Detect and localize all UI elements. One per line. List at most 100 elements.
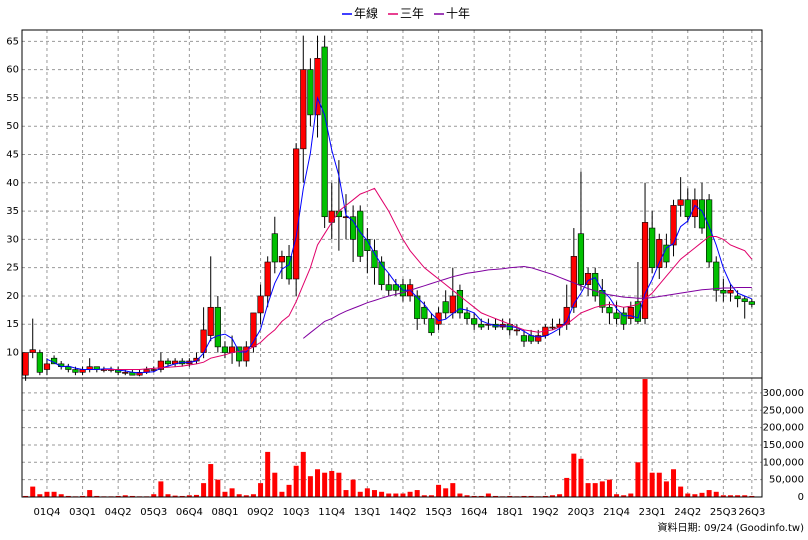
- ma-line: [103, 187, 753, 370]
- legend-label: 十年: [446, 7, 470, 21]
- candle-body: [670, 205, 677, 246]
- candle-body: [65, 366, 72, 370]
- candle-body: [378, 261, 385, 285]
- candle-body: [691, 199, 698, 218]
- volume-bar: [307, 476, 313, 497]
- volume-bar: [272, 472, 278, 497]
- volume-bar: [371, 490, 377, 497]
- volume-bar: [87, 490, 93, 497]
- volume-bar: [250, 494, 256, 497]
- x-tick-label: 16Q4: [461, 507, 488, 518]
- candle-body: [613, 312, 620, 319]
- volume-bar: [122, 495, 128, 497]
- candle-body: [278, 256, 286, 263]
- y2-tick-label: 200,000: [763, 423, 804, 434]
- candle-body: [385, 284, 392, 291]
- volume-bar: [379, 491, 385, 497]
- candle-body: [641, 222, 649, 319]
- volume-bar: [37, 494, 43, 497]
- y-tick-label: 60: [6, 65, 19, 76]
- volume-bar: [692, 494, 698, 497]
- volume-bar: [678, 486, 684, 497]
- volume-bar: [293, 465, 299, 497]
- candle-body: [478, 323, 485, 328]
- candle-body: [520, 335, 528, 342]
- volume-bar: [642, 379, 648, 497]
- candle-body: [677, 199, 684, 206]
- candle-body: [271, 233, 278, 263]
- candle-body: [713, 261, 720, 291]
- candle-body: [706, 199, 713, 263]
- candle-body: [620, 312, 627, 325]
- volume-bar: [44, 491, 50, 497]
- candle-body: [29, 349, 36, 353]
- volume-bar: [414, 490, 420, 497]
- candle-body: [300, 69, 307, 150]
- candle-body: [734, 295, 741, 300]
- volume-bar: [400, 493, 406, 497]
- candle-body: [535, 335, 542, 342]
- candle-body: [264, 261, 271, 297]
- x-tick-label: 13Q1: [354, 507, 381, 518]
- candle-body: [221, 346, 229, 353]
- volume-bar: [557, 494, 563, 497]
- volume-bar: [428, 495, 434, 497]
- y2-tick-label: 150,000: [763, 440, 804, 451]
- volume-bar: [592, 483, 598, 497]
- volume-bar: [628, 493, 634, 497]
- volume-bar: [443, 488, 449, 497]
- candle-body: [442, 301, 449, 314]
- candle-body: [698, 199, 706, 229]
- volume-bar: [158, 481, 164, 497]
- candle-body: [577, 233, 585, 285]
- y2-tick-label: 250,000: [763, 405, 804, 416]
- x-tick-label: 23Q1: [639, 507, 666, 518]
- volume-bar: [357, 491, 363, 497]
- volume-bar: [521, 495, 527, 497]
- plot-frame: [21, 29, 763, 498]
- candle-body: [321, 46, 328, 218]
- candle-body: [36, 352, 43, 373]
- volume-bar: [322, 472, 328, 497]
- volume-bar: [258, 483, 264, 497]
- volume-bar: [507, 495, 513, 497]
- candle-body: [649, 227, 656, 268]
- volume-bar: [243, 495, 249, 497]
- volume-bar: [80, 495, 86, 497]
- volume-bar: [407, 491, 413, 497]
- volume-bar: [599, 481, 605, 497]
- candle-body: [122, 372, 129, 374]
- volume-bar: [727, 495, 733, 497]
- y2-tick-label: 0: [798, 492, 804, 503]
- candle-body: [72, 369, 79, 373]
- x-tick-label: 18Q1: [496, 507, 523, 518]
- x-tick-label: 20Q3: [567, 507, 594, 518]
- volume-bar: [485, 493, 491, 497]
- y2-tick-label: 100,000: [763, 457, 804, 468]
- y2-tick-label: 50,000: [769, 475, 804, 486]
- candle-body: [228, 346, 236, 353]
- volume-bar: [94, 495, 100, 497]
- volume-bar: [649, 472, 655, 497]
- volume-bar: [286, 484, 292, 497]
- volume-bar: [229, 488, 235, 497]
- candle-body: [243, 346, 250, 362]
- volume-bar: [179, 495, 185, 497]
- candle-body: [157, 360, 164, 370]
- candle-body: [136, 372, 143, 376]
- candle-body: [307, 69, 314, 116]
- volume-bar: [564, 477, 570, 497]
- candle-body: [549, 326, 556, 329]
- volume-bar: [471, 495, 477, 497]
- volume-bar: [201, 483, 207, 497]
- candle-body: [392, 284, 399, 291]
- volume-bar: [350, 479, 356, 497]
- marks: [22, 35, 755, 497]
- x-tick-label: 06Q4: [176, 507, 203, 518]
- candle-body: [748, 301, 755, 305]
- y-tick-label: 55: [6, 93, 19, 104]
- candle-body: [513, 329, 520, 332]
- volume-bar: [23, 495, 29, 497]
